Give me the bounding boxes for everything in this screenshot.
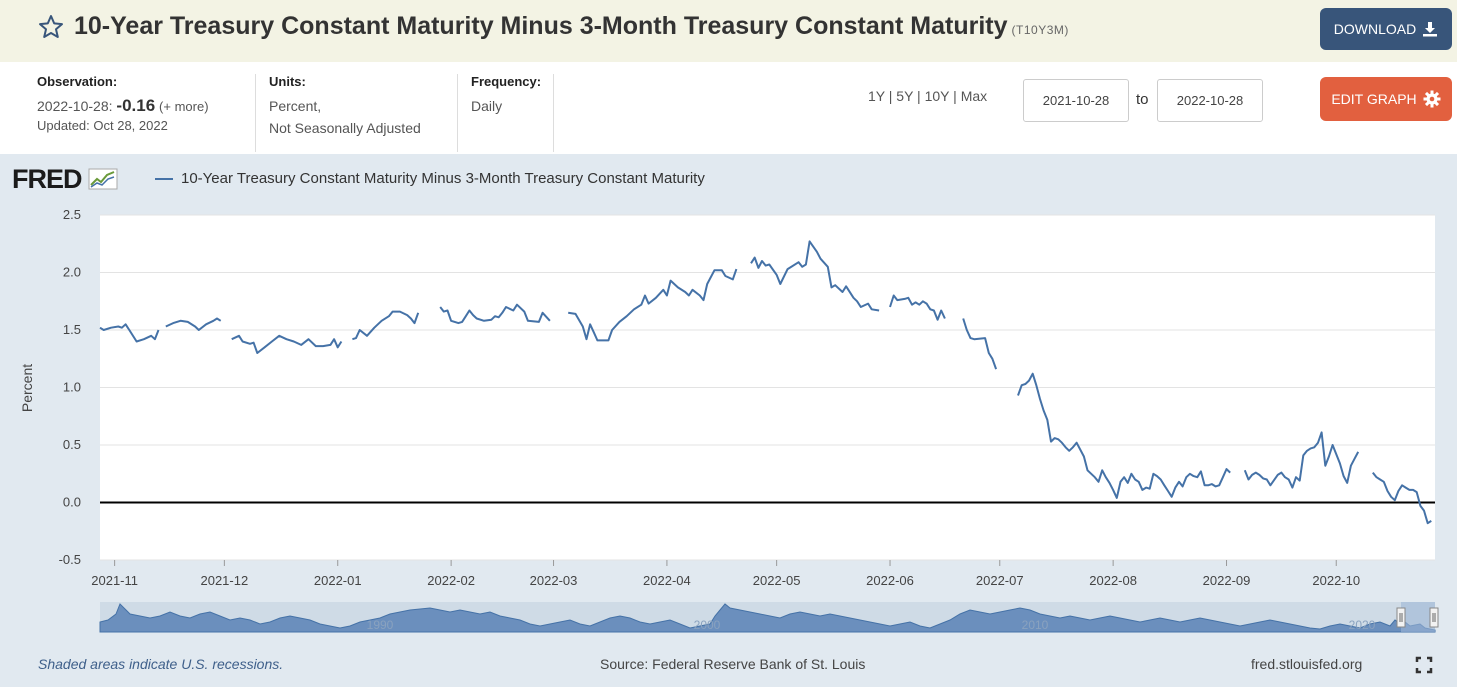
start-date-input[interactable]: 2021-10-28 [1023, 79, 1129, 122]
x-tick-label: 2022-03 [530, 573, 578, 588]
x-tick-label: 2022-02 [427, 573, 475, 588]
series-segment [1372, 471, 1432, 525]
download-button[interactable]: DOWNLOAD [1320, 8, 1452, 50]
legend-label: 10-Year Treasury Constant Maturity Minus… [181, 170, 705, 187]
title-bar: 10-Year Treasury Constant Maturity Minus… [0, 0, 1457, 62]
fullscreen-icon[interactable] [1415, 656, 1433, 674]
frequency-value: Daily [471, 98, 503, 114]
graph-area: FRED 10-Year Treasury Constant Maturity … [0, 154, 1457, 687]
observation-label: Observation: [37, 74, 118, 89]
series-segment [1017, 372, 1231, 499]
y-tick-label: 2.5 [63, 207, 81, 222]
chart-legend: 10-Year Treasury Constant Maturity Minus… [155, 170, 705, 187]
series-segment [439, 303, 551, 325]
end-date-input[interactable]: 2022-10-28 [1157, 79, 1263, 122]
x-tick-label: 2022-05 [753, 573, 801, 588]
frequency-block: Frequency: Daily [471, 74, 554, 152]
download-icon [1423, 22, 1438, 37]
x-axis: 2021-11 2021-12 2022-01 2022-02 2022-03 2022-… [91, 560, 1360, 588]
navigator-area [99, 603, 1436, 633]
y-tick-label: 0.0 [63, 495, 81, 510]
x-tick-label: 2022-01 [314, 573, 362, 588]
x-tick-label: 2022-04 [643, 573, 691, 588]
edit-graph-label: EDIT GRAPH [1331, 91, 1417, 107]
fred-logo-text: FRED [12, 164, 82, 194]
series-id: (T10Y3M) [1011, 23, 1069, 37]
x-tick-label: 2022-08 [1089, 573, 1137, 588]
recession-note: Shaded areas indicate U.S. recessions. [38, 656, 284, 672]
series-segment [750, 240, 880, 312]
y-tick-label: -0.5 [59, 552, 81, 567]
fred-logo[interactable]: FRED [12, 164, 118, 195]
navigator-label-2010: 2010 [1022, 618, 1049, 632]
frequency-label: Frequency: [471, 74, 542, 89]
page-title: 10-Year Treasury Constant Maturity Minus… [74, 12, 1069, 41]
series-segment [962, 318, 998, 370]
range-links: 1Y | 5Y | 10Y | Max [868, 88, 988, 104]
star-icon[interactable] [38, 14, 64, 40]
y-tick-label: 1.5 [63, 322, 81, 337]
gear-icon [1423, 90, 1441, 108]
units-label: Units: [269, 74, 306, 89]
series-segment [99, 323, 160, 343]
legend-swatch [155, 177, 173, 180]
series-segment [1243, 431, 1360, 489]
units-line1: Percent, [269, 98, 322, 114]
navigator-handle-left[interactable] [1396, 607, 1406, 628]
chart: 2.52.01.51.00.50.0-0.5 2021-11 2021-12 202… [19, 207, 1439, 633]
x-tick-label: 2022-10 [1312, 573, 1360, 588]
units-block: Units: Percent, Not Seasonally Adjusted [269, 74, 458, 152]
y-tick-label: 2.0 [63, 265, 81, 280]
series-segment [352, 310, 420, 341]
updated-date: Updated: Oct 28, 2022 [37, 118, 168, 133]
navigator-label-1990: 1990 [367, 618, 394, 632]
series-line [99, 240, 1432, 525]
units-line2: Not Seasonally Adjusted [269, 120, 421, 136]
page-title-text: 10-Year Treasury Constant Maturity Minus… [74, 12, 1008, 40]
y-axis: 2.5 2.0 1.5 1.0 0.5 0.0 -0.5 [59, 207, 81, 567]
observation-more-link[interactable]: (+ more) [159, 99, 209, 114]
navigator-handle-right[interactable] [1429, 607, 1439, 628]
series-segment [231, 334, 343, 354]
range-max[interactable]: Max [960, 88, 988, 104]
range-1y[interactable]: 1Y [868, 88, 885, 104]
observation-value: -0.16 [116, 96, 156, 115]
series-segment [165, 317, 222, 331]
fred-chart-logo-icon [88, 168, 118, 190]
y-axis-label: Percent [19, 364, 35, 412]
x-tick-label: 2022-09 [1203, 573, 1251, 588]
to-label: to [1136, 91, 1149, 108]
x-tick-label: 2021-11 [91, 573, 138, 588]
observation-block: Observation: 2022-10-28: -0.16 (+ more) … [37, 74, 256, 152]
x-tick-label: 2022-06 [866, 573, 914, 588]
site-link[interactable]: fred.stlouisfed.org [1251, 656, 1363, 672]
source-note: Source: Federal Reserve Bank of St. Loui… [600, 656, 866, 672]
edit-graph-button[interactable]: EDIT GRAPH [1320, 77, 1452, 121]
y-tick-label: 1.0 [63, 380, 81, 395]
navigator-label-2020: 2020 [1349, 618, 1376, 632]
navigator-label-2000: 2000 [694, 618, 721, 632]
range-5y[interactable]: 5Y [896, 88, 914, 104]
observation-date: 2022-10-28: [37, 98, 113, 114]
range-10y[interactable]: 10Y [924, 88, 950, 104]
navigator-selection[interactable] [1401, 602, 1435, 632]
series-segment [568, 268, 738, 342]
x-tick-label: 2022-07 [976, 573, 1024, 588]
navigator[interactable]: 1990 2000 2010 2020 [99, 602, 1439, 633]
x-tick-label: 2021-12 [200, 573, 248, 588]
download-label: DOWNLOAD [1333, 21, 1417, 37]
series-segment [889, 294, 946, 321]
y-tick-label: 0.5 [63, 437, 81, 452]
